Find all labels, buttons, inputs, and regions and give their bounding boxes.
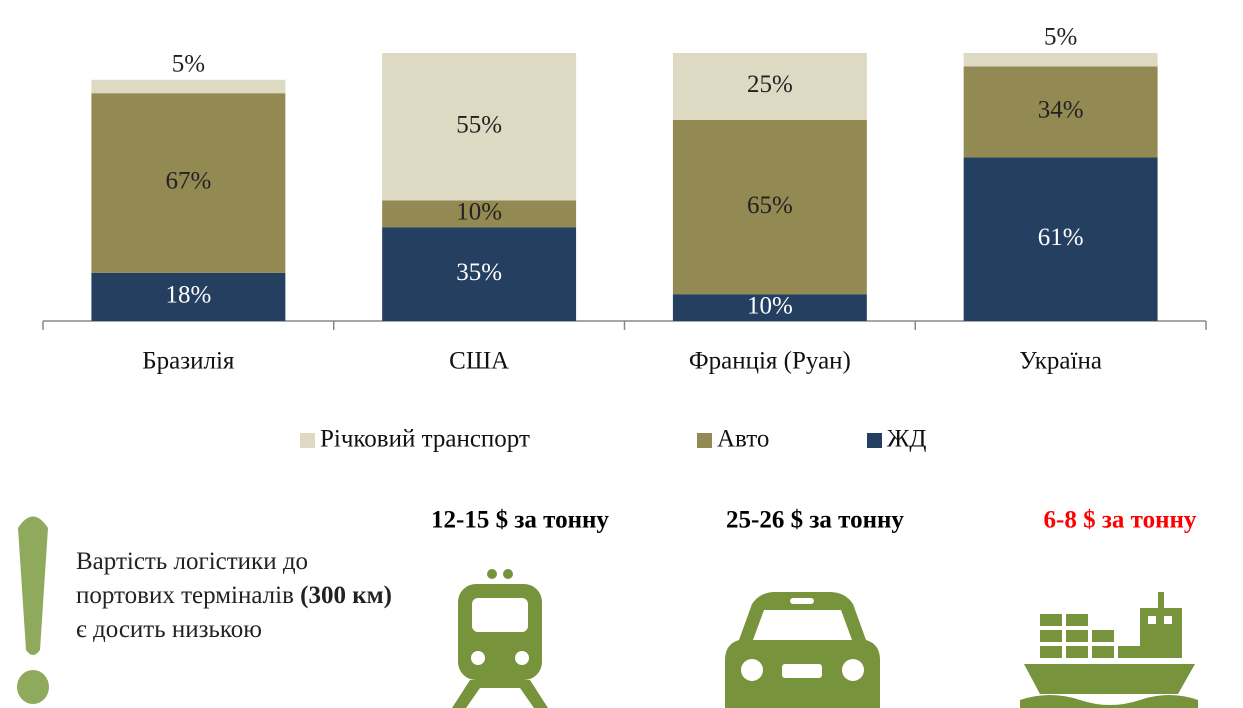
legend-swatch bbox=[867, 433, 882, 448]
legend-label: ЖД bbox=[887, 426, 926, 453]
bar-segment bbox=[382, 53, 577, 201]
data-label: 10% bbox=[456, 199, 502, 226]
bar-segment bbox=[91, 79, 286, 94]
note: Вартість логістики до портових терміналі… bbox=[76, 545, 406, 647]
data-label: 5% bbox=[172, 51, 205, 78]
x-tick-label: США bbox=[449, 348, 509, 375]
bar-segment bbox=[382, 227, 577, 321]
bar-segment bbox=[91, 93, 286, 273]
data-label: 34% bbox=[1038, 97, 1084, 124]
data-label: 55% bbox=[456, 111, 502, 138]
x-tick-label: Україна bbox=[1019, 348, 1102, 375]
exclamation-dot bbox=[17, 670, 49, 704]
data-label: 5% bbox=[1044, 24, 1077, 51]
cost-label: 12-15 $ за тонну bbox=[431, 507, 609, 534]
bar-segment bbox=[672, 53, 867, 120]
exclamation-bar bbox=[18, 516, 48, 655]
bar-segment bbox=[963, 66, 1158, 158]
note-text: Вартість логістики до портових терміналі… bbox=[76, 548, 309, 609]
bar-segment bbox=[672, 120, 867, 295]
data-label: 35% bbox=[456, 259, 502, 286]
x-tick-label: Бразилія bbox=[142, 348, 235, 375]
legend-label: Річковий транспорт bbox=[320, 426, 530, 453]
data-label: 10% bbox=[747, 292, 793, 319]
legend-swatch bbox=[300, 433, 315, 448]
legend-label: Авто bbox=[717, 426, 769, 453]
data-label: 65% bbox=[747, 192, 793, 219]
train-icon bbox=[452, 569, 548, 708]
note-text: є досить низькою bbox=[76, 616, 262, 643]
data-label: 25% bbox=[747, 71, 793, 98]
cost-label: 6-8 $ за тонну bbox=[1044, 507, 1197, 534]
bar-segment bbox=[382, 200, 577, 228]
bar-segment bbox=[91, 272, 286, 321]
bar-segment bbox=[963, 53, 1158, 67]
data-label: 18% bbox=[165, 282, 211, 309]
ship-icon bbox=[1020, 592, 1198, 708]
bar-segment bbox=[963, 157, 1158, 321]
x-tick-label: Франція (Руан) bbox=[689, 348, 851, 375]
legend-swatch bbox=[697, 433, 712, 448]
data-label: 61% bbox=[1038, 224, 1084, 251]
car-icon bbox=[725, 592, 880, 708]
cost-label: 25-26 $ за тонну bbox=[726, 507, 904, 534]
note-bold: (300 км) bbox=[300, 582, 393, 609]
data-label: 67% bbox=[165, 168, 211, 195]
bar-segment bbox=[672, 294, 867, 321]
